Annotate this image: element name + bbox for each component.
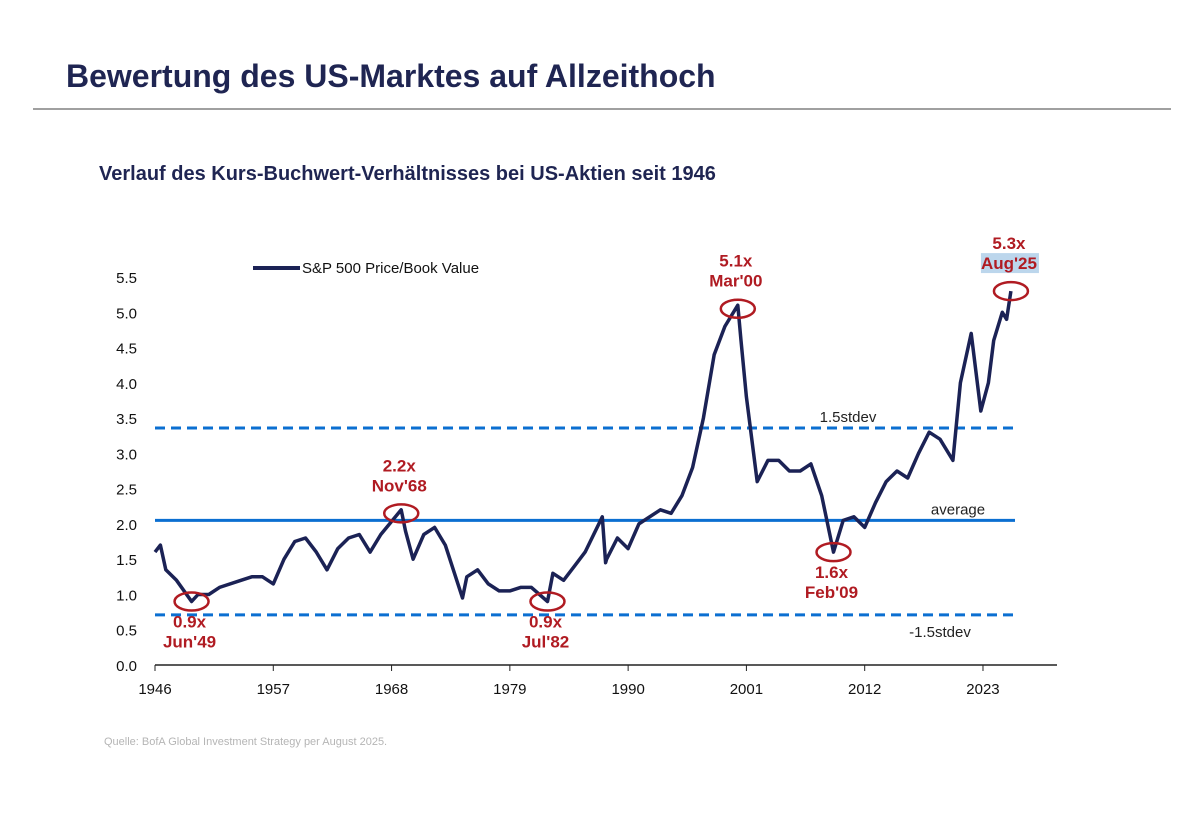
page-title: Bewertung des US-Marktes auf Allzeithoch <box>66 58 716 94</box>
series-line <box>153 290 1013 604</box>
x-tick-label: 2012 <box>848 681 881 698</box>
y-tick-label: 3.5 <box>116 411 137 428</box>
y-tick-label: 3.0 <box>116 446 137 463</box>
annotation-value: 5.1x <box>719 252 753 271</box>
y-tick-label: 1.5 <box>116 552 137 569</box>
y-tick-label: 4.5 <box>116 341 137 358</box>
chart-subtitle: Verlauf des Kurs-Buchwert-Verhältnisses … <box>99 163 716 185</box>
x-tick-label: 1957 <box>257 681 290 698</box>
annotation-circle <box>173 591 210 612</box>
annotation-date: Nov'68 <box>372 476 427 495</box>
y-tick-label: 1.0 <box>116 587 137 604</box>
reference-label: 1.5stdev <box>820 409 877 426</box>
y-tick-label: 0.5 <box>116 623 137 640</box>
x-tick-label: 2001 <box>730 681 763 698</box>
annotation-circle <box>382 503 420 524</box>
annotation-circle <box>815 541 852 563</box>
y-tick-label: 2.0 <box>116 517 137 534</box>
x-tick-label: 1946 <box>138 681 171 698</box>
legend-label: S&P 500 Price/Book Value <box>302 260 479 277</box>
source-note: Quelle: BofA Global Investment Strategy … <box>104 736 388 748</box>
y-tick-label: 0.0 <box>116 658 137 675</box>
annotation-highlight <box>980 253 1039 274</box>
y-tick-label: 5.5 <box>116 270 137 287</box>
annotation-value: 2.2x <box>383 456 417 475</box>
annotation-date: Jun'49 <box>163 633 216 652</box>
annotation-value: 0.9x <box>173 613 207 632</box>
y-tick-label: 2.5 <box>116 482 137 499</box>
x-tick-label: 1979 <box>493 681 526 698</box>
x-tick-label: 2023 <box>966 681 999 698</box>
annotation-date: Aug'25 <box>981 254 1037 273</box>
title-divider <box>33 108 1171 110</box>
reference-label: average <box>931 501 985 518</box>
annotation-value: 0.9x <box>529 613 563 632</box>
annotation-date: Feb'09 <box>805 583 858 602</box>
y-tick-label: 4.0 <box>116 376 137 393</box>
reference-label: -1.5stdev <box>909 624 971 641</box>
annotation-circle <box>529 591 566 612</box>
annotation-date: Jul'82 <box>522 633 570 652</box>
annotation-circle <box>992 280 1030 302</box>
annotation-value: 5.3x <box>992 234 1026 253</box>
y-tick-label: 5.0 <box>116 305 137 322</box>
annotation-value: 1.6x <box>815 563 849 582</box>
annotation-date: Mar'00 <box>709 272 762 291</box>
x-tick-label: 1990 <box>611 681 644 698</box>
x-tick-label: 1968 <box>375 681 408 698</box>
annotation-circle <box>719 298 757 319</box>
